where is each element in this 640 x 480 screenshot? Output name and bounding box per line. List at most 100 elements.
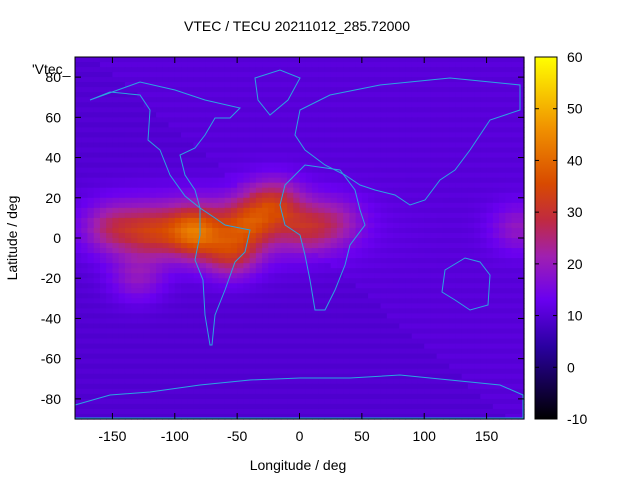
heatmap-cell	[262, 258, 269, 264]
heatmap-cell	[399, 338, 407, 345]
heatmap-cell	[430, 393, 438, 400]
heatmap-cell	[293, 107, 301, 113]
heatmap-cell	[137, 393, 145, 400]
heatmap-cell	[480, 57, 488, 63]
heatmap-cell	[349, 388, 357, 395]
heatmap-cell	[442, 373, 450, 380]
heatmap-cell	[430, 343, 438, 350]
heatmap-cell	[343, 212, 350, 219]
heatmap-cell	[299, 102, 307, 108]
heatmap-cell	[268, 72, 276, 78]
heatmap-cell	[517, 157, 525, 164]
heatmap-cell	[162, 67, 170, 73]
heatmap-cell	[112, 87, 120, 93]
heatmap-cell	[156, 333, 163, 340]
heatmap-cell	[380, 162, 388, 169]
heatmap-cell	[461, 368, 469, 375]
heatmap-cell	[255, 358, 263, 365]
heatmap-cell	[517, 102, 525, 108]
heatmap-cell	[330, 333, 338, 340]
heatmap-cell	[442, 202, 450, 209]
heatmap-cell	[517, 127, 525, 134]
heatmap-cell	[168, 177, 176, 184]
heatmap-cell	[212, 147, 220, 154]
heatmap-cell	[305, 147, 313, 154]
heatmap-cell	[399, 358, 407, 365]
heatmap-cell	[255, 122, 263, 128]
heatmap-cell	[93, 92, 101, 98]
heatmap-cell	[218, 57, 226, 63]
heatmap-cell	[293, 157, 301, 164]
heatmap-cell	[349, 328, 357, 335]
heatmap-cell	[99, 77, 107, 83]
heatmap-cell	[106, 187, 114, 194]
heatmap-cell	[205, 393, 213, 400]
heatmap-cell	[137, 107, 145, 113]
heatmap-cell	[106, 378, 114, 385]
heatmap-cell	[124, 122, 132, 128]
heatmap-cell	[505, 298, 513, 304]
heatmap-cell	[480, 182, 488, 189]
heatmap-cell	[324, 283, 332, 289]
heatmap-cell	[174, 142, 182, 149]
heatmap-cell	[156, 137, 163, 144]
heatmap-cell	[293, 172, 301, 179]
heatmap-cell	[249, 238, 257, 244]
heatmap-cell	[455, 157, 463, 164]
heatmap-cell	[442, 102, 450, 108]
heatmap-cell	[355, 268, 363, 274]
heatmap-cell	[486, 308, 494, 315]
heatmap-cell	[517, 182, 525, 189]
heatmap-cell	[255, 348, 263, 355]
heatmap-cell	[480, 107, 488, 113]
heatmap-cell	[380, 388, 388, 395]
heatmap-cell	[193, 187, 201, 194]
heatmap-cell	[499, 107, 506, 113]
heatmap-cell	[287, 152, 294, 159]
heatmap-cell	[106, 132, 114, 139]
heatmap-cell	[442, 393, 450, 400]
heatmap-cell	[474, 67, 481, 73]
heatmap-cell	[112, 388, 120, 395]
heatmap-cell	[131, 243, 138, 249]
heatmap-cell	[417, 227, 425, 234]
heatmap-cell	[224, 187, 232, 194]
heatmap-cell	[149, 177, 157, 184]
heatmap-cell	[174, 378, 182, 385]
heatmap-cell	[474, 107, 481, 113]
heatmap-cell	[237, 263, 244, 269]
heatmap-cell	[386, 243, 394, 249]
heatmap-cell	[187, 202, 195, 209]
heatmap-cell	[430, 328, 438, 335]
heatmap-cell	[467, 258, 475, 264]
heatmap-cell	[305, 222, 313, 229]
heatmap-cell	[181, 263, 188, 269]
heatmap-cell	[461, 222, 469, 229]
heatmap-cell	[99, 298, 107, 304]
heatmap-cell	[324, 212, 332, 219]
heatmap-cell	[174, 137, 182, 144]
heatmap-cell	[318, 162, 326, 169]
heatmap-cell	[212, 353, 220, 360]
heatmap-cell	[287, 157, 294, 164]
heatmap-cell	[205, 227, 213, 234]
heatmap-cell	[430, 373, 438, 380]
heatmap-cell	[174, 187, 182, 194]
heatmap-cell	[137, 117, 145, 123]
heatmap-cell	[430, 197, 438, 204]
heatmap-cell	[505, 137, 513, 144]
heatmap-cell	[393, 328, 400, 335]
heatmap-cell	[137, 127, 145, 134]
heatmap-cell	[293, 363, 301, 370]
heatmap-cell	[449, 303, 457, 309]
heatmap-cell	[174, 152, 182, 159]
heatmap-cell	[99, 388, 107, 395]
heatmap-cell	[143, 268, 151, 274]
heatmap-cell	[224, 273, 232, 279]
heatmap-cell	[174, 87, 182, 93]
heatmap-cell	[187, 378, 195, 385]
heatmap-cell	[137, 318, 145, 325]
heatmap-cell	[380, 383, 388, 390]
heatmap-cell	[293, 232, 301, 239]
heatmap-cell	[442, 117, 450, 123]
